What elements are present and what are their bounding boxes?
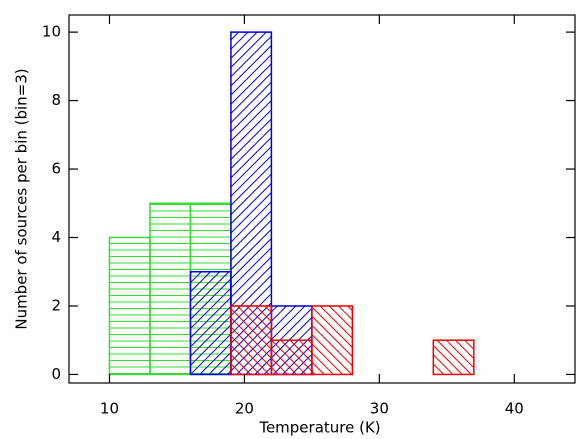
y-tick-label: 8 [51, 91, 61, 109]
x-tick-label: 10 [100, 400, 119, 418]
x-axis-label: Temperature (K) [258, 419, 380, 437]
x-tick-label: 40 [505, 400, 524, 418]
y-axis-label: Number of sources per bin (bin=3) [13, 68, 31, 329]
bar [230, 305, 273, 376]
bar [432, 339, 475, 376]
x-tick-label: 30 [370, 400, 389, 418]
y-tick-label: 0 [51, 365, 61, 383]
x-tick-label: 20 [235, 400, 254, 418]
y-tick-label: 6 [51, 160, 61, 178]
y-tick-label: 2 [51, 296, 61, 314]
bar [189, 270, 232, 376]
bar [270, 339, 313, 376]
bar [108, 236, 151, 376]
y-tick-label: 10 [42, 23, 61, 41]
bar [149, 202, 192, 376]
bar [311, 305, 354, 376]
plot-frame [68, 14, 576, 384]
y-tick-label: 4 [51, 228, 61, 246]
